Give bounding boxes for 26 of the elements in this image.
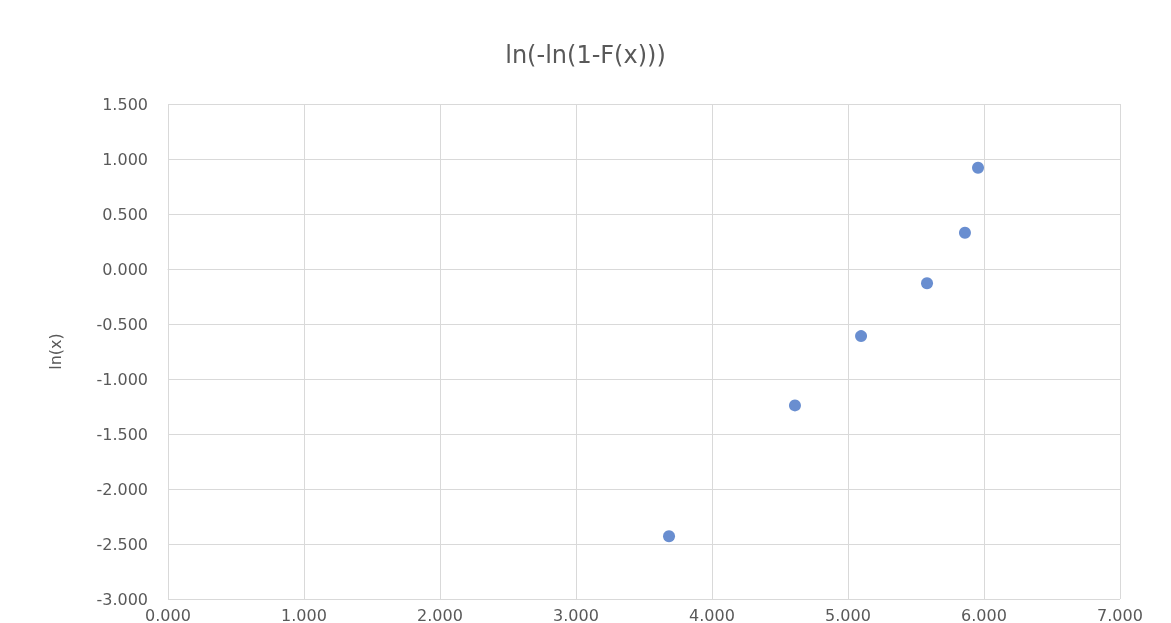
x-tick-label: 4.000 — [689, 605, 735, 623]
x-tick-label: 7.000 — [1097, 605, 1143, 623]
point — [855, 330, 868, 343]
point — [958, 226, 971, 239]
chart-title: ln(-ln(1-F(x))) — [505, 41, 666, 69]
y-tick-label: 1.500 — [102, 94, 148, 114]
y-tick-label: -1.500 — [96, 424, 148, 444]
y-tick-label: -0.500 — [96, 314, 148, 334]
x-tick-label: 0.000 — [145, 605, 191, 623]
y-tick-label: 0.000 — [102, 259, 148, 279]
x-tick-label: 6.000 — [961, 605, 1007, 623]
point — [788, 399, 801, 412]
y-axis-title: ln(x) — [45, 333, 65, 370]
point — [972, 161, 985, 174]
point — [921, 277, 934, 290]
y-tick-label: 1.000 — [102, 149, 148, 169]
y-tick-label: -3.000 — [96, 589, 148, 609]
y-tick-label: 0.500 — [102, 204, 148, 224]
x-tick-label: 1.000 — [281, 605, 327, 623]
x-tick-label: 3.000 — [553, 605, 599, 623]
x-tick-label: 2.000 — [417, 605, 463, 623]
point — [663, 530, 676, 543]
y-tick-label: -2.000 — [96, 479, 148, 499]
y-tick-label: -2.500 — [96, 534, 148, 554]
y-tick-label: -1.000 — [96, 369, 148, 389]
x-tick-label: 5.000 — [825, 605, 871, 623]
